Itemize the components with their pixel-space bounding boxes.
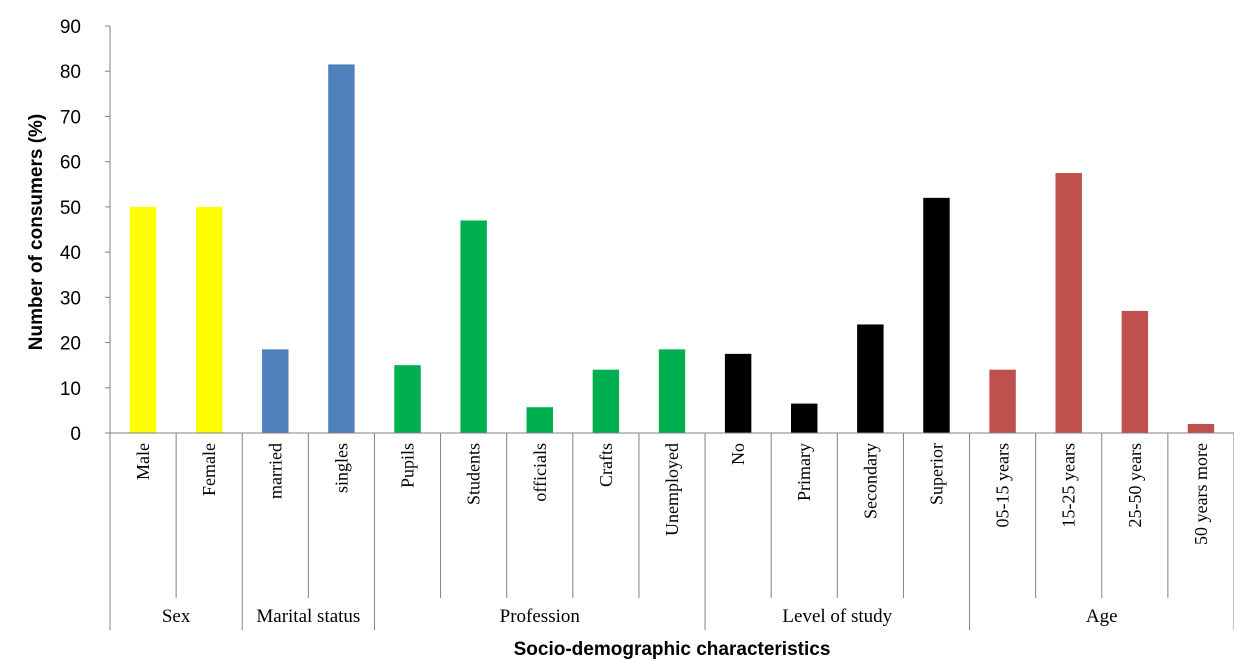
bar (129, 206, 157, 433)
bar (1055, 172, 1082, 433)
y-tick-label: 60 (60, 153, 81, 174)
category-label: 05-15 years (993, 443, 1013, 527)
category-label: married (265, 443, 285, 499)
bar (724, 353, 752, 433)
category-label: 15-25 years (1059, 443, 1079, 527)
y-axis-ticks: 0 10 20 30 40 50 60 70 80 90 (60, 17, 111, 445)
category-label: Secondary (860, 443, 880, 519)
bar (460, 220, 487, 433)
x-axis (109, 432, 1234, 630)
category-label: singles (331, 443, 351, 493)
category-label: Unemployed (662, 443, 682, 536)
group-labels: Sex Marital status Profession Level of stud… (162, 606, 1118, 627)
y-tick-label: 30 (60, 288, 81, 309)
bar (791, 403, 818, 433)
bar (262, 349, 289, 433)
bar (857, 324, 884, 433)
y-tick-label: 0 (70, 424, 81, 445)
y-axis-title: Number of consumers (%) (26, 114, 47, 350)
category-label: Pupils (398, 443, 418, 488)
y-tick-label: 50 (60, 198, 81, 219)
y-tick-label: 90 (60, 17, 81, 38)
y-tick-label: 10 (60, 379, 81, 400)
category-label: 50 years more (1191, 443, 1211, 545)
y-tick-label: 80 (60, 62, 81, 83)
y-tick-label: 70 (60, 107, 81, 128)
bar (923, 197, 950, 433)
category-label: Primary (794, 443, 814, 501)
bars (129, 64, 1215, 433)
group-label: Sex (162, 606, 191, 627)
category-label: 25-50 years (1125, 443, 1145, 527)
bar (195, 206, 223, 433)
category-label: officials (530, 443, 550, 502)
category-label: Female (199, 443, 219, 496)
group-label: Age (1086, 606, 1118, 627)
category-labels: Male Female married singles Pupils Students of… (133, 443, 1211, 545)
group-label: Level of study (782, 606, 892, 627)
category-label: Male (133, 443, 153, 480)
bar (1187, 423, 1215, 433)
category-label: Superior (926, 443, 946, 505)
x-axis-title: Socio-demographic characteristics (514, 639, 831, 660)
y-tick-label: 40 (60, 243, 81, 264)
bar (328, 64, 355, 433)
bar (394, 365, 421, 433)
category-label: Students (464, 443, 484, 505)
bar (658, 349, 686, 433)
group-label: Profession (500, 606, 581, 627)
bar (526, 407, 553, 433)
bar (989, 369, 1016, 433)
category-label: No (728, 443, 748, 465)
category-label: Crafts (596, 443, 616, 487)
group-label: Marital status (256, 606, 360, 627)
bar (592, 369, 620, 433)
bar (1121, 310, 1149, 433)
y-tick-label: 20 (60, 334, 81, 355)
